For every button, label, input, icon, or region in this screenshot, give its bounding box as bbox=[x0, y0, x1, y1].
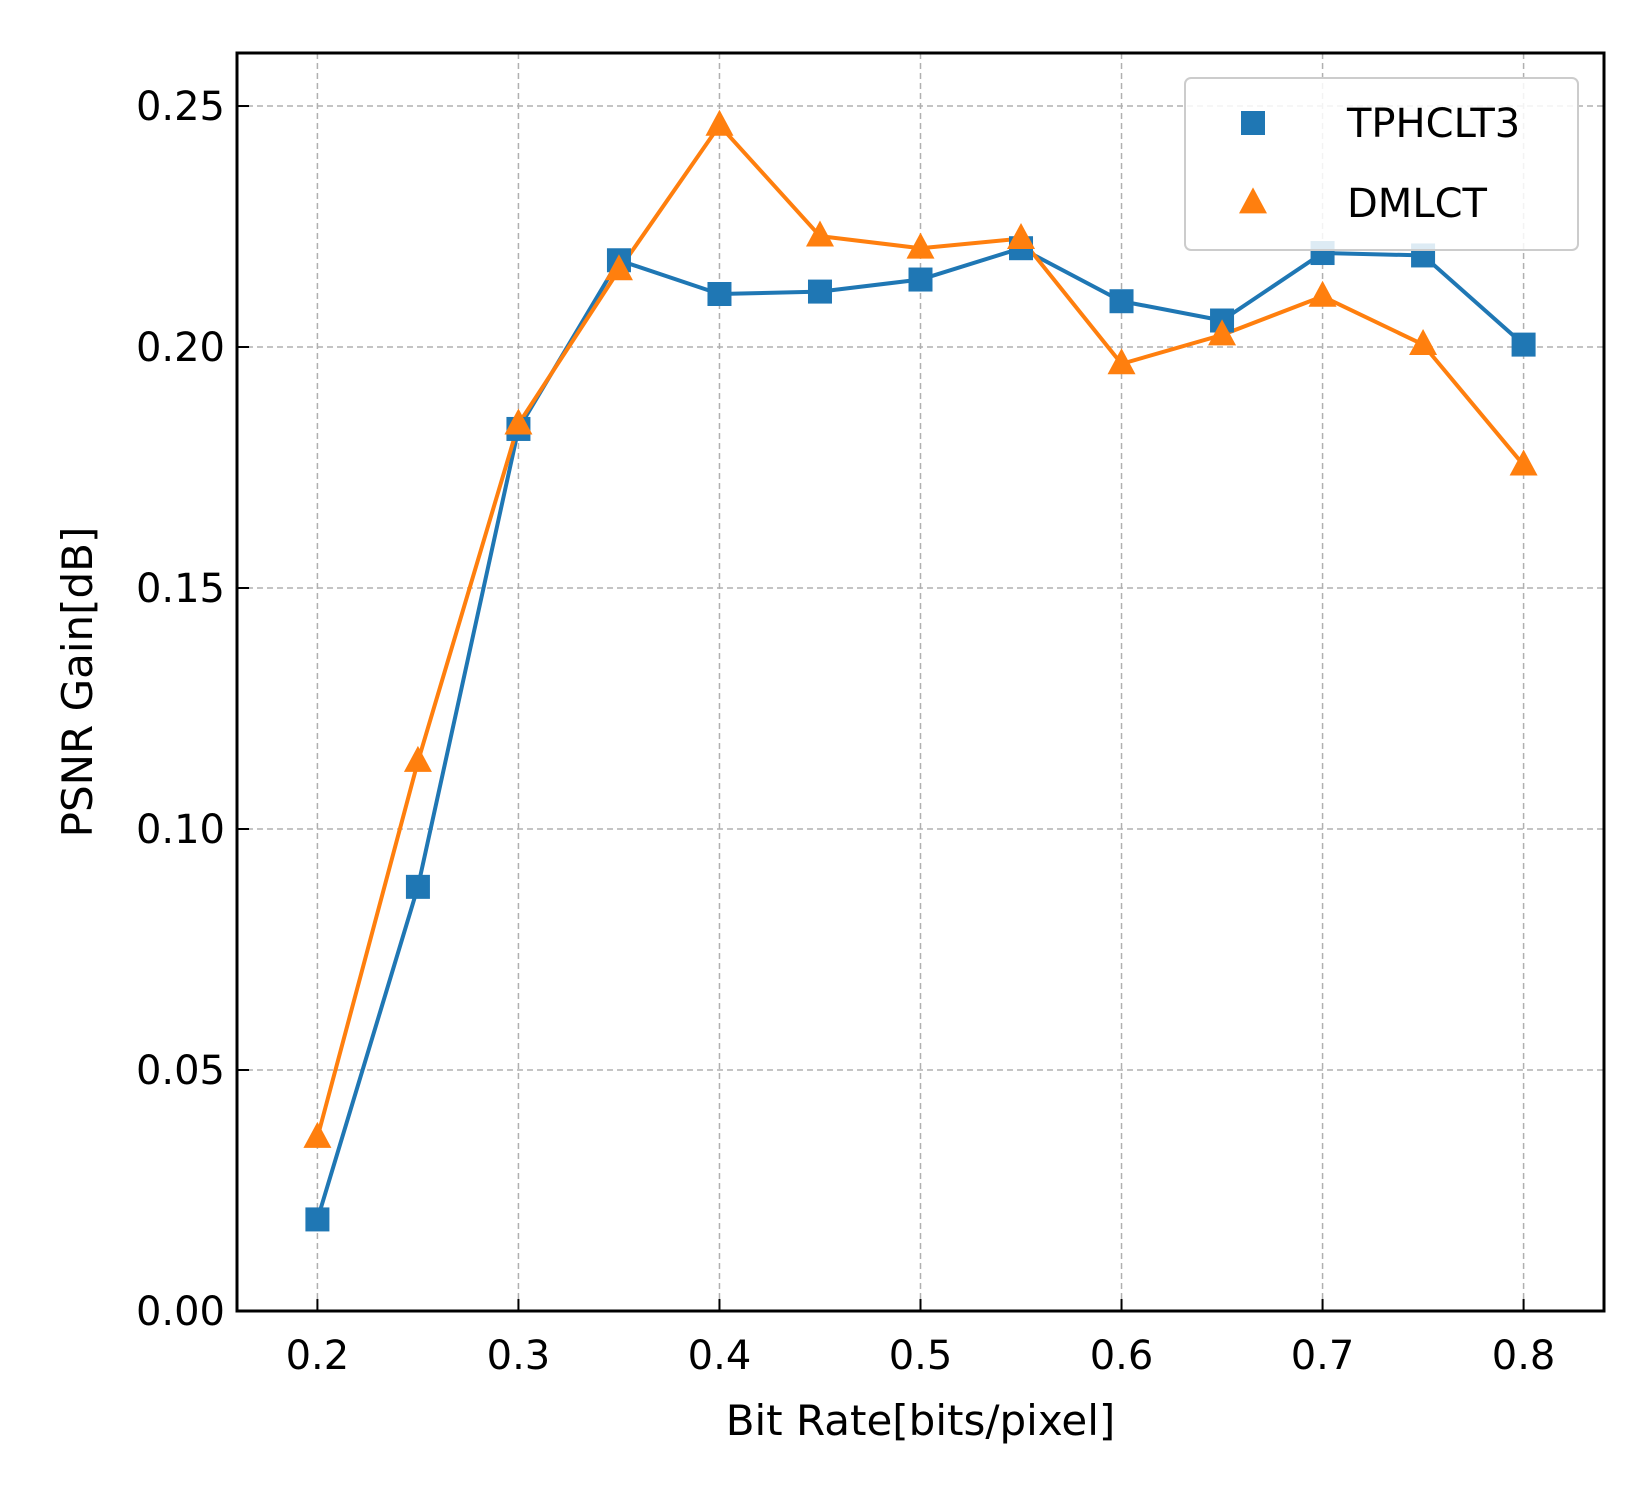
data-point-tphclt3 bbox=[1109, 289, 1134, 314]
y-tick-label: 0.15 bbox=[136, 566, 225, 612]
x-tick-label: 0.2 bbox=[286, 1333, 350, 1379]
data-point-tphclt3 bbox=[707, 281, 732, 306]
y-tick-label: 0.10 bbox=[136, 807, 225, 853]
x-tick-label: 0.5 bbox=[889, 1333, 953, 1379]
data-point-dmlct bbox=[1409, 329, 1438, 356]
series-markers bbox=[303, 109, 1538, 1232]
data-point-dmlct bbox=[805, 220, 834, 247]
x-tick-label: 0.6 bbox=[1090, 1333, 1154, 1379]
legend-marker-dmlct bbox=[1239, 187, 1267, 214]
data-point-tphclt3 bbox=[807, 279, 832, 304]
data-point-dmlct bbox=[1208, 319, 1237, 346]
data-point-dmlct bbox=[1509, 449, 1538, 476]
data-point-dmlct bbox=[1308, 280, 1337, 307]
data-point-dmlct bbox=[1107, 348, 1136, 375]
data-point-dmlct bbox=[403, 745, 432, 772]
y-tick-label: 0.25 bbox=[136, 84, 225, 130]
y-tick-label: 0.20 bbox=[136, 325, 225, 371]
data-point-tphclt3 bbox=[1511, 332, 1536, 357]
data-point-dmlct bbox=[1007, 222, 1036, 249]
y-axis-ticks: 0.00 0.05 0.10 0.15 0.20 0.25 bbox=[136, 84, 249, 1335]
x-tick-label: 0.3 bbox=[487, 1333, 551, 1379]
data-point-tphclt3 bbox=[305, 1207, 330, 1232]
legend-box bbox=[1184, 77, 1579, 251]
x-tick-label: 0.8 bbox=[1492, 1333, 1556, 1379]
legend-label-dmlct: DMLCT bbox=[1347, 181, 1488, 227]
y-tick-label: 0.05 bbox=[136, 1048, 225, 1094]
x-tick-label: 0.7 bbox=[1291, 1333, 1355, 1379]
data-point-dmlct bbox=[303, 1121, 332, 1148]
x-tick-label: 0.4 bbox=[688, 1333, 752, 1379]
x-axis-label: Bit Rate[bits/pixel] bbox=[726, 1396, 1116, 1445]
legend-marker-tphclt3 bbox=[1241, 111, 1265, 135]
x-axis-ticks: 0.2 0.3 0.4 0.5 0.6 0.7 0.8 bbox=[286, 1299, 1556, 1379]
legend-label-tphclt3: TPHCLT3 bbox=[1346, 101, 1520, 147]
data-point-tphclt3 bbox=[405, 874, 430, 899]
legend: TPHCLT3 DMLCT bbox=[1184, 77, 1579, 251]
data-point-dmlct bbox=[504, 408, 533, 435]
data-point-tphclt3 bbox=[908, 267, 933, 292]
data-point-dmlct bbox=[906, 232, 935, 259]
data-point-dmlct bbox=[604, 254, 633, 281]
data-point-dmlct bbox=[705, 109, 734, 136]
y-axis-label: PSNR Gain[dB] bbox=[53, 527, 102, 838]
y-tick-label: 0.00 bbox=[136, 1289, 225, 1335]
